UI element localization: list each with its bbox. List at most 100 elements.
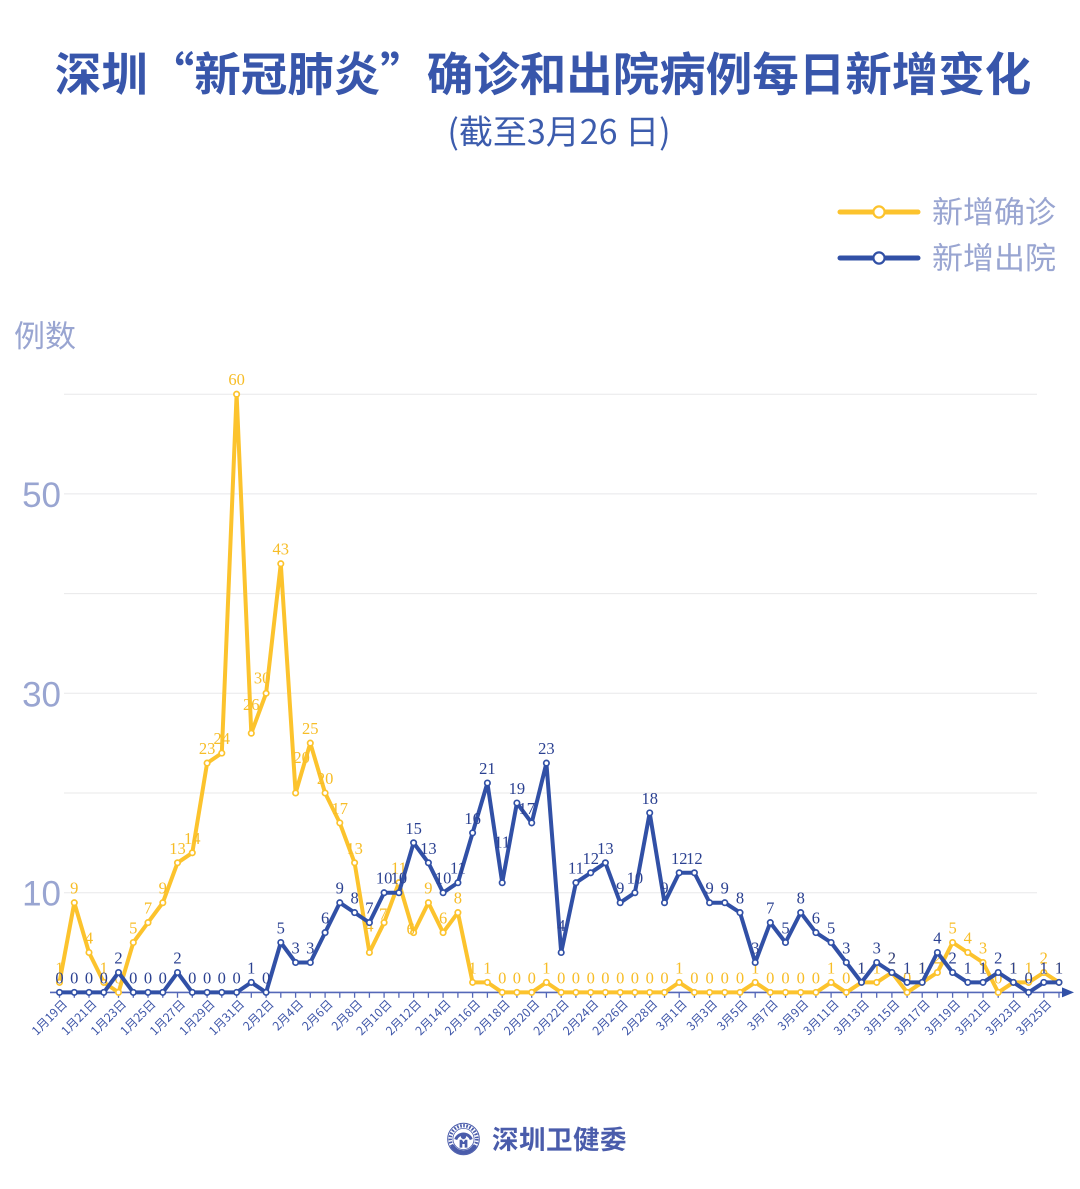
svg-text:4: 4 — [557, 916, 565, 935]
svg-text:50: 50 — [22, 476, 61, 515]
svg-text:4: 4 — [964, 929, 972, 948]
svg-text:1: 1 — [903, 958, 911, 977]
svg-text:11: 11 — [494, 833, 510, 852]
svg-text:2: 2 — [948, 949, 956, 968]
svg-text:1: 1 — [247, 958, 255, 977]
svg-text:14: 14 — [184, 829, 201, 848]
svg-text:6: 6 — [812, 909, 820, 928]
svg-text:0: 0 — [188, 968, 196, 987]
svg-text:12: 12 — [686, 849, 703, 868]
svg-text:0: 0 — [232, 968, 240, 987]
svg-text:新增出院: 新增出院 — [932, 233, 1056, 278]
svg-text:1: 1 — [827, 958, 835, 977]
svg-text:1: 1 — [1055, 958, 1063, 977]
svg-text:10: 10 — [22, 875, 61, 914]
svg-text:0: 0 — [994, 968, 1002, 987]
svg-text:11: 11 — [568, 859, 584, 878]
svg-text:深圳卫健委: 深圳卫健委 — [492, 1118, 627, 1157]
svg-text:24: 24 — [214, 729, 231, 748]
svg-text:2月2日: 2月2日 — [239, 996, 277, 1034]
svg-text:1: 1 — [857, 958, 865, 977]
svg-text:0: 0 — [100, 968, 108, 987]
svg-text:2月4日: 2月4日 — [269, 996, 307, 1034]
svg-text:7: 7 — [766, 899, 774, 918]
svg-text:0: 0 — [528, 968, 536, 987]
svg-text:1: 1 — [964, 958, 972, 977]
svg-text:0: 0 — [203, 968, 211, 987]
svg-text:11: 11 — [450, 859, 466, 878]
svg-text:1: 1 — [483, 958, 491, 977]
svg-text:新增确诊: 新增确诊 — [932, 187, 1056, 232]
svg-text:7: 7 — [365, 899, 373, 918]
svg-text:0: 0 — [766, 968, 774, 987]
svg-text:1: 1 — [1009, 958, 1017, 977]
svg-text:1: 1 — [542, 958, 550, 977]
svg-text:12: 12 — [582, 849, 599, 868]
svg-text:0: 0 — [646, 968, 654, 987]
svg-text:3: 3 — [306, 939, 314, 958]
svg-text:3: 3 — [291, 939, 299, 958]
svg-text:2: 2 — [888, 949, 896, 968]
svg-text:0: 0 — [797, 968, 805, 987]
svg-text:1: 1 — [857, 958, 865, 977]
svg-text:0: 0 — [1024, 968, 1032, 987]
svg-text:0: 0 — [631, 968, 639, 987]
svg-text:0: 0 — [218, 968, 226, 987]
svg-text:7: 7 — [379, 905, 387, 924]
svg-text:0: 0 — [705, 968, 713, 987]
svg-text:0: 0 — [842, 968, 850, 987]
svg-text:3月1日: 3月1日 — [652, 996, 690, 1034]
svg-text:2: 2 — [994, 949, 1002, 968]
svg-text:17: 17 — [332, 799, 349, 818]
svg-text:3: 3 — [873, 939, 881, 958]
svg-text:0: 0 — [55, 968, 63, 987]
svg-text:3月3日: 3月3日 — [683, 996, 721, 1034]
svg-text:1: 1 — [55, 958, 63, 977]
svg-text:0: 0 — [587, 968, 595, 987]
svg-text:8: 8 — [736, 889, 744, 908]
svg-text:6: 6 — [406, 920, 414, 939]
svg-text:0: 0 — [690, 968, 698, 987]
svg-text:15: 15 — [405, 819, 422, 838]
svg-text:1: 1 — [1009, 958, 1017, 977]
svg-text:1: 1 — [100, 958, 108, 977]
svg-text:1: 1 — [979, 958, 987, 977]
svg-text:1: 1 — [918, 958, 926, 977]
svg-text:1: 1 — [873, 958, 881, 977]
svg-text:5: 5 — [277, 919, 285, 938]
svg-text:7: 7 — [144, 899, 152, 918]
svg-text:20: 20 — [293, 748, 310, 767]
svg-text:3月5日: 3月5日 — [713, 996, 751, 1034]
svg-text:23: 23 — [538, 739, 555, 758]
svg-text:2月6日: 2月6日 — [298, 996, 336, 1034]
svg-text:9: 9 — [159, 879, 167, 898]
svg-text:0: 0 — [736, 968, 744, 987]
svg-text:1: 1 — [675, 958, 683, 977]
svg-text:0: 0 — [616, 968, 624, 987]
svg-text:18: 18 — [641, 789, 658, 808]
svg-text:3: 3 — [842, 939, 850, 958]
svg-text:2: 2 — [1040, 949, 1048, 968]
svg-text:1: 1 — [1024, 958, 1032, 977]
svg-text:(截至3月26 日): (截至3月26 日) — [447, 105, 670, 154]
svg-text:9: 9 — [336, 879, 344, 898]
svg-text:13: 13 — [420, 839, 437, 858]
svg-text:8: 8 — [797, 889, 805, 908]
svg-text:12: 12 — [671, 849, 688, 868]
svg-text:9: 9 — [70, 879, 78, 898]
svg-text:0: 0 — [903, 968, 911, 987]
svg-text:9: 9 — [616, 879, 624, 898]
svg-text:5: 5 — [781, 919, 789, 938]
svg-text:5: 5 — [129, 919, 137, 938]
svg-text:1: 1 — [918, 958, 926, 977]
svg-text:深圳“新冠肺炎”确诊和出院病例每日新增变化: 深圳“新冠肺炎”确诊和出院病例每日新增变化 — [55, 38, 1032, 105]
svg-text:4: 4 — [85, 929, 93, 948]
svg-text:0: 0 — [85, 968, 93, 987]
svg-text:例数: 例数 — [14, 311, 76, 356]
svg-text:21: 21 — [479, 759, 496, 778]
svg-text:5: 5 — [827, 919, 835, 938]
svg-text:13: 13 — [597, 839, 614, 858]
svg-text:26: 26 — [243, 695, 260, 714]
svg-text:20: 20 — [317, 769, 334, 788]
svg-text:17: 17 — [518, 799, 535, 818]
